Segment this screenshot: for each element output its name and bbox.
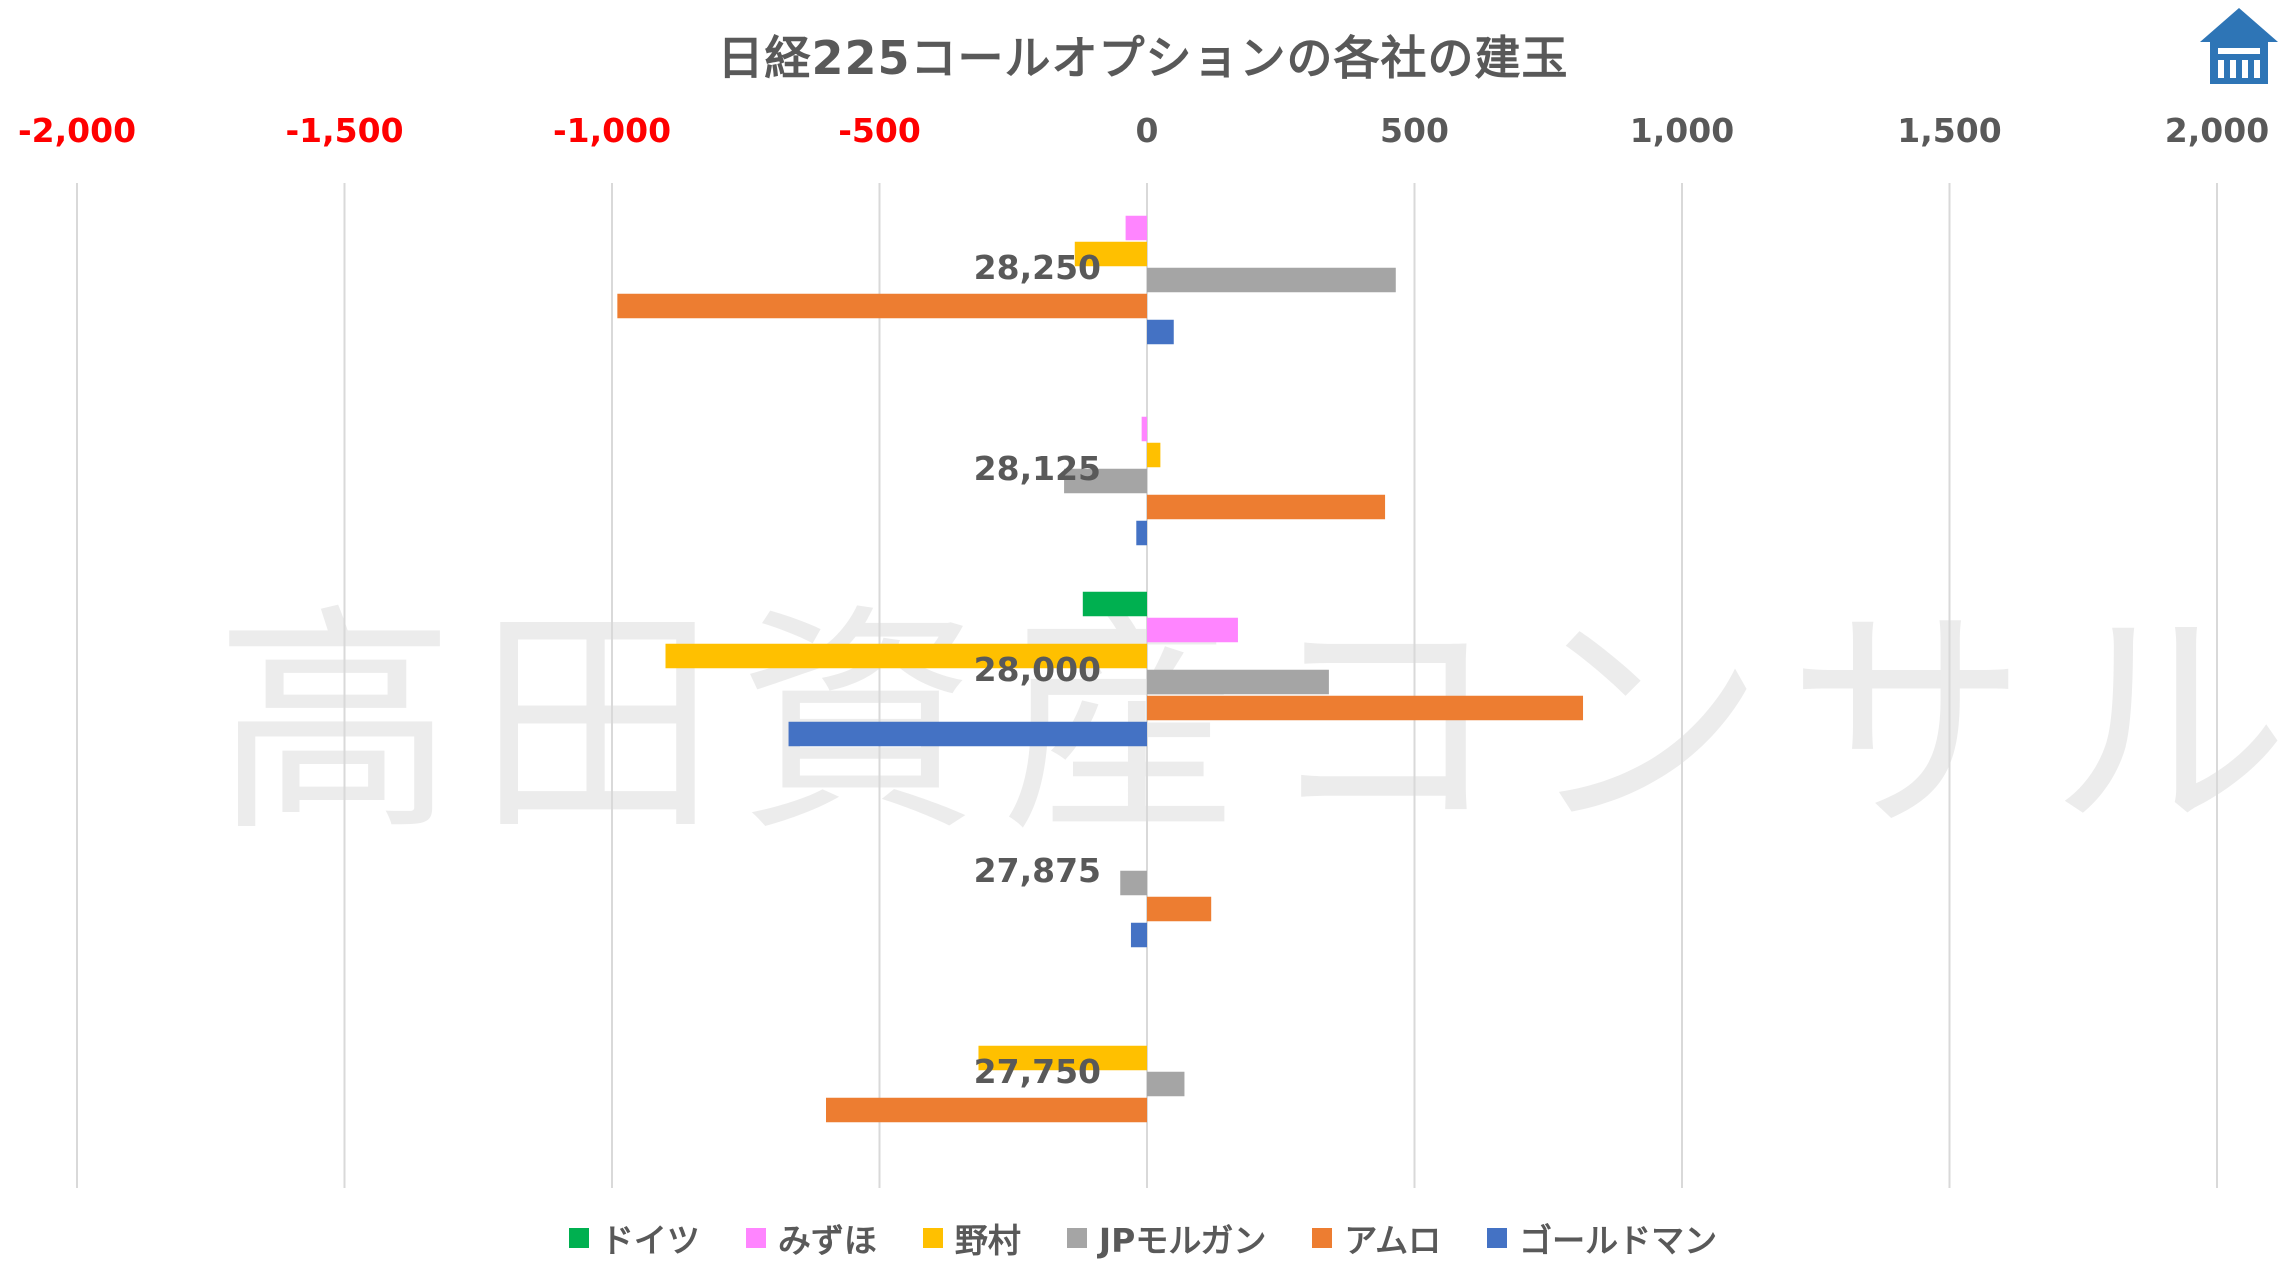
x-tick-label: 1,000 bbox=[1630, 111, 1734, 150]
legend-label: アムロ bbox=[1344, 1221, 1442, 1260]
bar bbox=[1064, 468, 1147, 494]
bar bbox=[1147, 896, 1212, 922]
bar bbox=[978, 1045, 1147, 1071]
bar bbox=[1141, 416, 1147, 442]
x-tick-label: -1,000 bbox=[553, 111, 671, 150]
chart-title: 日経225コールオプションの各社の建玉 bbox=[717, 31, 1569, 85]
legend-item: JPモルガン bbox=[1066, 1214, 1267, 1262]
bar bbox=[1147, 442, 1161, 468]
legend-item: ゴールドマン bbox=[1487, 1214, 1717, 1262]
bar bbox=[1147, 319, 1174, 345]
legend: ドイツ みずほ 野村 JPモルガン アムロ ゴールドマン bbox=[0, 1214, 2286, 1262]
legend-swatch bbox=[1312, 1228, 1333, 1248]
bar bbox=[1147, 695, 1584, 721]
legend-label: ドイツ bbox=[600, 1221, 700, 1260]
legend-swatch bbox=[1487, 1228, 1508, 1248]
bar bbox=[1147, 669, 1329, 695]
bar bbox=[1147, 1071, 1185, 1097]
x-tick-label: 1,500 bbox=[1897, 111, 2001, 150]
x-tick-label: -1,500 bbox=[285, 111, 403, 150]
bar bbox=[617, 293, 1147, 319]
category-labels: 28,250 28,125 28,000 27,875 27,750 bbox=[974, 248, 1101, 1091]
bar bbox=[1130, 922, 1147, 948]
gridlines bbox=[76, 183, 2218, 1188]
legend-item: 野村 bbox=[922, 1214, 1021, 1262]
legend-label: JPモルガン bbox=[1098, 1221, 1267, 1260]
x-tick-label: -2,000 bbox=[18, 111, 136, 150]
bar bbox=[1147, 267, 1396, 293]
legend-swatch bbox=[568, 1228, 589, 1248]
legend-label: 野村 bbox=[954, 1221, 1021, 1260]
legend-label: ゴールドマン bbox=[1519, 1221, 1718, 1260]
house-logo-icon bbox=[2200, 8, 2278, 84]
bar bbox=[1074, 241, 1147, 267]
bars bbox=[617, 215, 1584, 1123]
bar bbox=[665, 643, 1147, 669]
x-tick-label: 2,000 bbox=[2165, 111, 2269, 150]
legend-swatch bbox=[922, 1228, 943, 1248]
legend-item: アムロ bbox=[1312, 1214, 1441, 1262]
legend-item: ドイツ bbox=[568, 1214, 700, 1262]
x-tick-label: 500 bbox=[1380, 111, 1449, 150]
category-label: 28,125 bbox=[974, 449, 1101, 488]
bar bbox=[1147, 494, 1386, 520]
legend-item: みずほ bbox=[745, 1214, 877, 1262]
x-tick-label: -500 bbox=[838, 111, 921, 150]
bar bbox=[1147, 617, 1238, 643]
legend-label: みずほ bbox=[777, 1221, 877, 1260]
bar bbox=[826, 1097, 1147, 1123]
bar bbox=[1082, 591, 1147, 617]
legend-swatch bbox=[1066, 1228, 1087, 1248]
category-label: 27,750 bbox=[974, 1052, 1101, 1091]
x-axis-ticks: -2,000 -1,500 -1,000 -500 0 500 1,000 1,500 2,00… bbox=[18, 111, 2269, 150]
x-tick-label: 0 bbox=[1136, 111, 1159, 150]
category-label: 28,250 bbox=[974, 248, 1101, 287]
legend-swatch bbox=[745, 1228, 766, 1248]
bar bbox=[788, 721, 1147, 747]
bar bbox=[1120, 870, 1147, 896]
category-label: 27,875 bbox=[974, 851, 1101, 890]
category-label: 28,000 bbox=[974, 650, 1101, 689]
bar bbox=[1125, 215, 1147, 241]
bar bbox=[1136, 520, 1147, 546]
